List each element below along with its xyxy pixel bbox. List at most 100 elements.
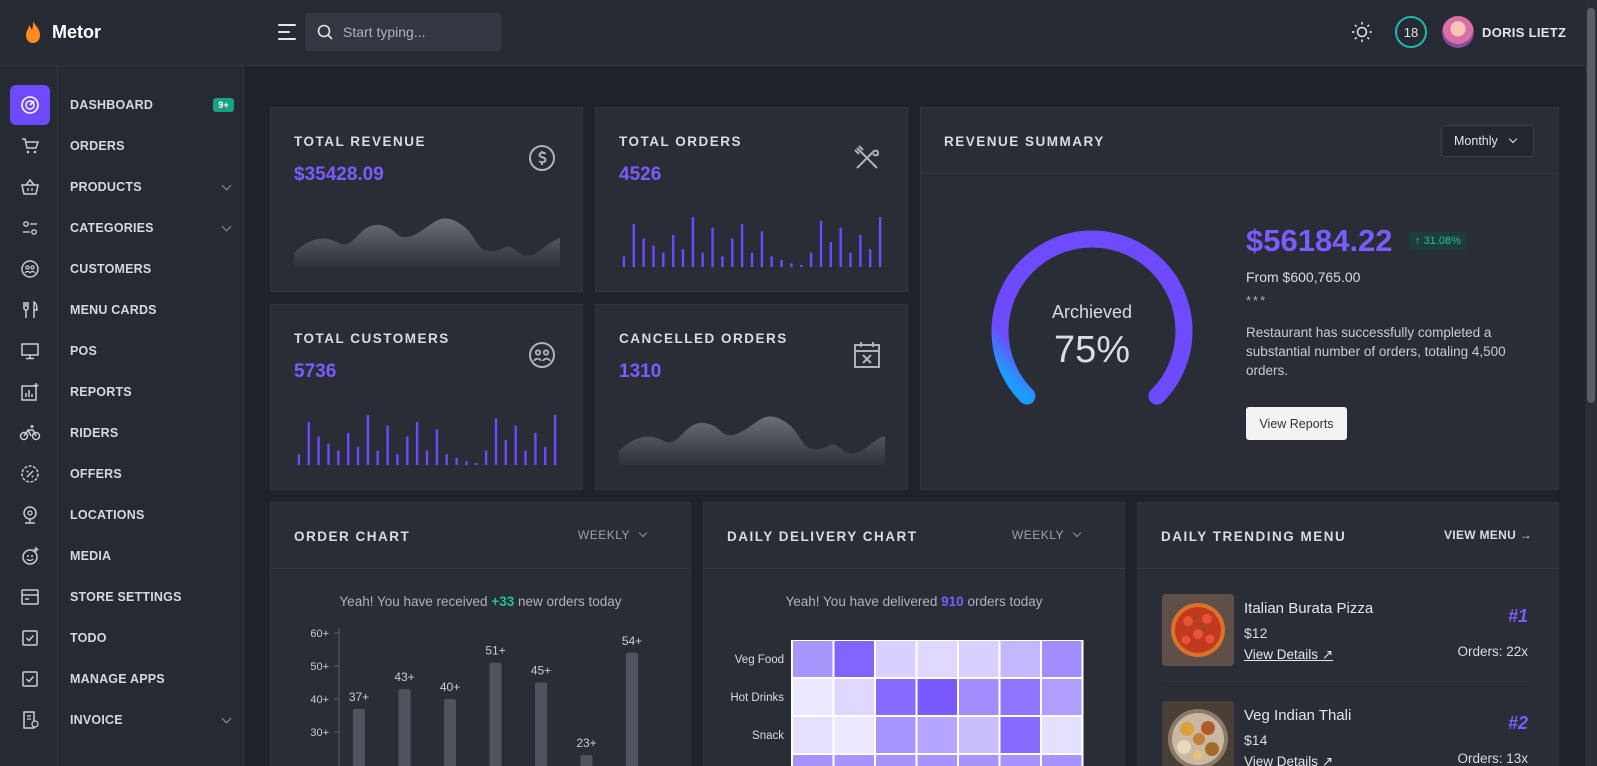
sidebar-item-customers[interactable]: CUSTOMERS xyxy=(70,257,234,281)
sidebar-item-orders[interactable]: ORDERS xyxy=(70,134,234,158)
sun-icon[interactable] xyxy=(1351,21,1373,43)
menu-item-orders: Orders: 22x xyxy=(1457,644,1528,659)
store-icon[interactable] xyxy=(10,577,50,617)
spark-bar xyxy=(297,454,301,465)
view-menu-link[interactable]: VIEW MENU → xyxy=(1444,528,1532,542)
spark-bar xyxy=(524,450,527,465)
sidebar-item-dashboard[interactable]: DASHBOARD 9+ xyxy=(70,93,234,117)
users-icon[interactable] xyxy=(10,249,50,289)
total-customers-card: TOTAL CUSTOMERS 5736 xyxy=(270,304,583,490)
spark-bar xyxy=(662,252,665,267)
sidebar-item-reports[interactable]: REPORTS xyxy=(70,380,234,404)
sidebar-item-label: ORDERS xyxy=(70,139,125,153)
heatmap-cell xyxy=(959,641,999,677)
y-tick-label: 50+ xyxy=(310,661,329,673)
menu-item-name: Italian Burata Pizza xyxy=(1244,600,1374,617)
card-value: $35428.09 xyxy=(294,164,384,185)
heatmap-cell xyxy=(1042,641,1082,677)
heatmap-cell xyxy=(876,717,916,753)
period-select[interactable]: Monthly xyxy=(1441,125,1534,157)
sidebar-menu: DASHBOARD 9+ ORDERS PRODUCTS CATEGORIES … xyxy=(58,66,244,766)
search-input[interactable] xyxy=(343,24,493,40)
spark-bar xyxy=(790,263,793,267)
sidebar-item-products[interactable]: PRODUCTS xyxy=(70,175,234,199)
period-dropdown[interactable]: WEEKLY xyxy=(578,528,650,542)
monitor-icon[interactable] xyxy=(10,331,50,371)
sidebar-item-label: DASHBOARD xyxy=(70,98,154,112)
notification-badge: 9+ xyxy=(213,98,234,112)
menu-toggle-button[interactable] xyxy=(278,24,296,40)
apps-check-icon[interactable] xyxy=(10,659,50,699)
spark-bar xyxy=(691,217,695,267)
sidebar-item-label: CUSTOMERS xyxy=(70,262,152,276)
spark-bar xyxy=(780,259,783,267)
menu-item-name: Veg Indian Thali xyxy=(1244,707,1352,724)
sidebar-item-media[interactable]: MEDIA xyxy=(70,544,234,568)
menu-item-rank: #2 xyxy=(1507,713,1528,733)
sidebar-item-invoice[interactable]: INVOICE xyxy=(70,708,234,732)
sidebar-item-menu-cards[interactable]: MENU CARDS xyxy=(70,298,234,322)
notification-count[interactable]: 18 xyxy=(1395,16,1427,48)
spark-bar xyxy=(721,256,724,267)
spark-bar xyxy=(514,425,517,465)
cart-icon[interactable] xyxy=(10,126,50,166)
trending-item[interactable]: Veg Indian Thali $14 View Details ↗ #2 O… xyxy=(1162,701,1528,766)
spark-bar xyxy=(347,432,350,465)
spark-bar xyxy=(317,436,320,465)
users-circle-icon xyxy=(529,342,555,368)
discount-icon[interactable] xyxy=(10,454,50,494)
cancelled-orders-card: CANCELLED ORDERS 1310 xyxy=(595,304,908,490)
map-pin-icon[interactable] xyxy=(10,495,50,535)
sidebar-item-label: TODO xyxy=(70,631,107,645)
sidebar-item-todo[interactable]: TODO xyxy=(70,626,234,650)
spark-bar xyxy=(553,415,557,465)
spark-bar xyxy=(396,454,399,465)
view-details-link[interactable]: View Details ↗ xyxy=(1244,754,1333,766)
sidebar-item-label: REPORTS xyxy=(70,385,132,399)
revenue-sparkline xyxy=(294,218,560,267)
sidebar-icon-rail xyxy=(0,66,58,766)
sidebar-item-store-settings[interactable]: STORE SETTINGS xyxy=(70,585,234,609)
page-scrollbar[interactable] xyxy=(1585,0,1597,766)
period-value: WEEKLY xyxy=(577,528,630,542)
gauge-icon[interactable] xyxy=(10,85,50,125)
heatmap-cell xyxy=(917,755,957,766)
sidebar-item-manage-apps[interactable]: MANAGE APPS xyxy=(70,667,234,691)
menu-item-price: $12 xyxy=(1244,625,1268,641)
order-chart-card: ORDER CHART WEEKLY Yeah! You have receiv… xyxy=(270,502,691,766)
card-value: 5736 xyxy=(294,361,337,382)
spark-bar xyxy=(849,252,852,267)
sliders-icon[interactable] xyxy=(10,208,50,248)
sidebar-item-pos[interactable]: POS xyxy=(70,339,234,363)
view-reports-button[interactable]: View Reports xyxy=(1246,407,1347,440)
revenue-gauge: Archieved 75% xyxy=(991,230,1193,432)
spark-bar xyxy=(878,217,882,267)
heatmap-cell xyxy=(876,641,916,677)
order-summary-text: Yeah! You have received +33 new orders t… xyxy=(271,594,690,609)
checkbox-icon[interactable] xyxy=(10,618,50,658)
fork-knife-icon[interactable] xyxy=(10,290,50,330)
period-dropdown[interactable]: WEEKLY xyxy=(1012,528,1084,542)
view-details-link[interactable]: View Details ↗ xyxy=(1244,647,1333,663)
period-value: WEEKLY xyxy=(1011,528,1064,542)
user-menu[interactable]: DORIS LIETZ xyxy=(1442,16,1566,48)
sidebar-item-locations[interactable]: LOCATIONS xyxy=(70,503,234,527)
media-icon[interactable] xyxy=(10,536,50,576)
sidebar-item-riders[interactable]: RIDERS xyxy=(70,421,234,445)
orders-bar-sparkline xyxy=(622,217,882,267)
brand[interactable]: Metor xyxy=(22,20,101,44)
sidebar-item-offers[interactable]: OFFERS xyxy=(70,462,234,486)
card-value: 4526 xyxy=(619,164,662,185)
spark-bar xyxy=(740,224,744,267)
trending-item[interactable]: Italian Burata Pizza $12 View Details ↗ … xyxy=(1162,594,1528,666)
bike-icon[interactable] xyxy=(10,413,50,453)
chart-icon[interactable] xyxy=(10,372,50,412)
card-title: TOTAL CUSTOMERS xyxy=(294,331,450,346)
scrollbar-thumb[interactable] xyxy=(1587,8,1595,403)
invoice-icon[interactable] xyxy=(10,700,50,740)
spark-bar xyxy=(701,252,704,267)
basket-icon[interactable] xyxy=(10,167,50,207)
sidebar-item-categories[interactable]: CATEGORIES xyxy=(70,216,234,240)
search-box[interactable] xyxy=(305,13,501,51)
spark-bar xyxy=(445,454,448,465)
